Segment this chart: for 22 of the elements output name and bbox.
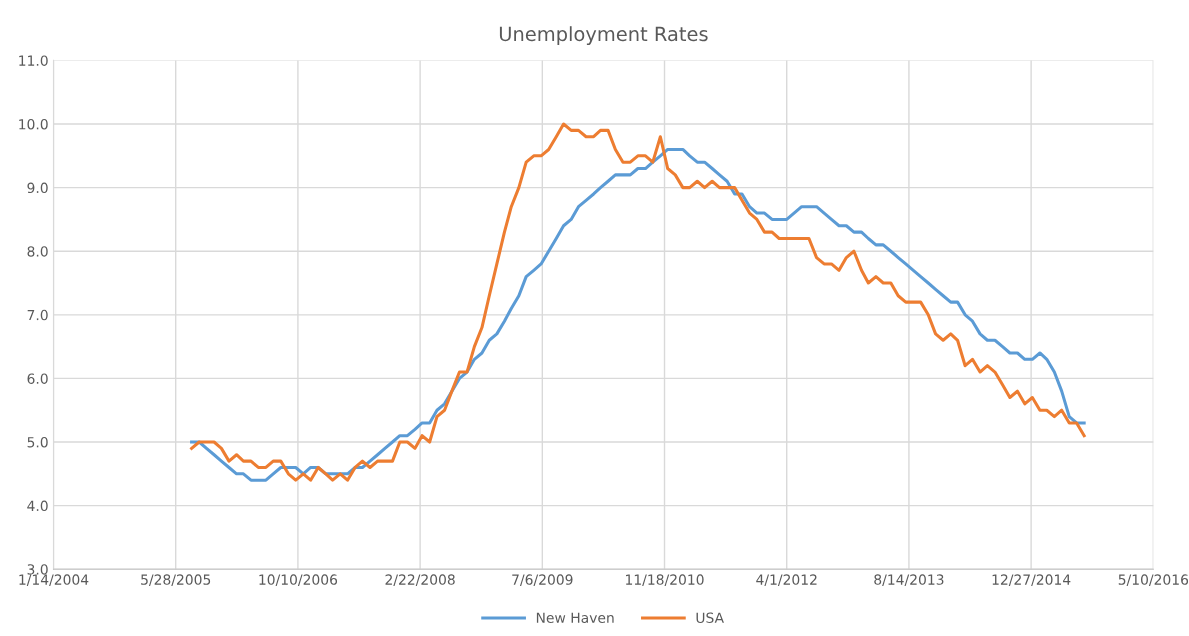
chart-title: Unemployment Rates: [499, 26, 708, 46]
x-tick-label: 5/28/2005: [141, 574, 211, 586]
y-tick-label: 10.0: [19, 118, 48, 130]
x-tick-label: 10/10/2006: [259, 574, 338, 586]
y-tick-label: 8.0: [27, 246, 48, 257]
y-tick-label: 11.0: [19, 55, 48, 66]
y-tick-label: 5.0: [27, 436, 48, 448]
x-tick-label: 11/18/2010: [626, 574, 704, 586]
x-tick-label: 5/10/2016: [1118, 574, 1189, 586]
legend-label: New Haven: [536, 612, 614, 623]
x-tick-label: 4/1/2012: [756, 574, 817, 586]
y-tick-label: 9.0: [27, 182, 48, 194]
y-tick-label: 6.0: [27, 373, 48, 384]
x-tick-label: 12/27/2014: [992, 574, 1071, 586]
x-tick-label: 1/14/2004: [19, 574, 89, 586]
y-tick-label: 4.0: [27, 500, 48, 512]
y-tick-label: 7.0: [27, 309, 48, 321]
x-tick-label: 2/22/2008: [385, 574, 455, 586]
legend-label: USA: [696, 612, 724, 623]
y-tick-label: 3.0: [27, 564, 48, 575]
x-tick-label: 7/6/2009: [512, 574, 573, 586]
x-tick-label: 8/14/2013: [874, 574, 944, 586]
